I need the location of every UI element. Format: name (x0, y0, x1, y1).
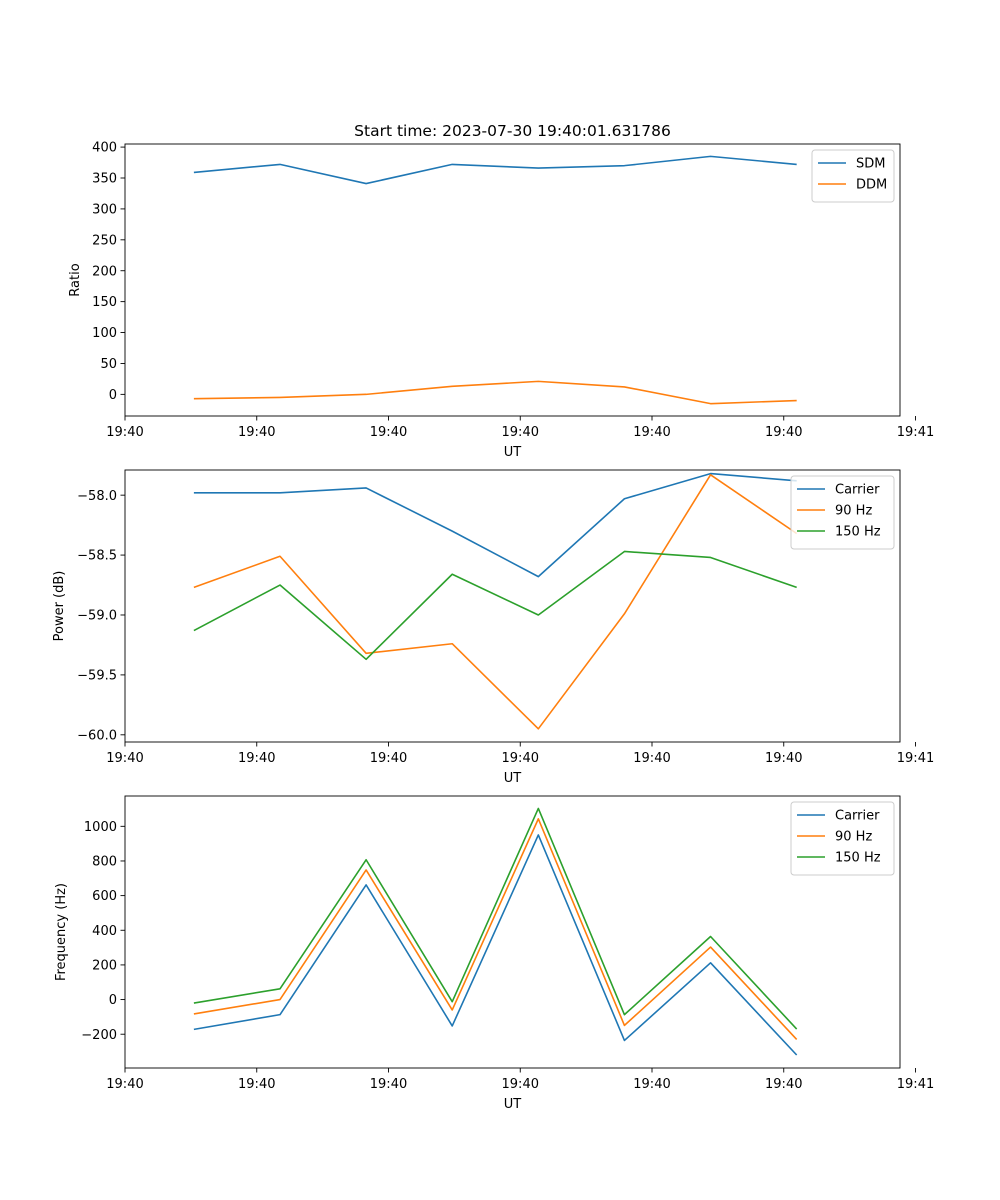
series-line-150-hz (193, 807, 798, 1030)
y-axis-label: Frequency (Hz) (54, 883, 69, 981)
y-tick-label: 200 (92, 959, 117, 974)
series-line-90-hz (193, 473, 798, 730)
x-tick-label: 19:40 (765, 751, 802, 766)
x-tick-label: 19:40 (502, 425, 539, 440)
series-line-carrier (193, 472, 797, 578)
y-tick-label: −58.0 (77, 489, 117, 504)
y-tick-label: 800 (92, 855, 117, 870)
y-tick-label: −200 (81, 1028, 117, 1043)
x-tick-label: 19:41 (897, 751, 934, 766)
y-tick-label: 150 (92, 295, 117, 310)
axes-frame (124, 143, 901, 417)
y-tick-label: 200 (92, 264, 117, 279)
y-tick-label: 400 (92, 924, 117, 939)
y-tick-label: 350 (92, 172, 117, 187)
x-tick-label: 19:41 (897, 425, 934, 440)
legend-label: 150 Hz (835, 851, 881, 866)
x-tick-label: 19:40 (106, 425, 143, 440)
x-tick-label: 19:40 (633, 425, 670, 440)
power-panel: 19:40 19:40 19:40 19:40 19:40 19:40 19:41 −60.0… (52, 469, 934, 786)
series-line-sdm (193, 155, 797, 185)
x-axis-label: UT (504, 1097, 522, 1112)
y-tick-label: 100 (92, 326, 117, 341)
x-axis-label: UT (504, 771, 522, 786)
y-tick-label: 300 (92, 203, 117, 218)
x-tick-label: 19:41 (897, 1077, 934, 1092)
legend-label: 90 Hz (835, 830, 872, 845)
y-tick-label: 0 (109, 993, 117, 1008)
x-tick-label: 19:40 (238, 1077, 275, 1092)
x-tick-label: 19:40 (370, 1077, 407, 1092)
y-tick-label: 50 (100, 357, 117, 372)
legend-label: DDM (856, 178, 887, 193)
legend-label: 90 Hz (835, 504, 872, 519)
legend-label: Carrier (835, 483, 880, 498)
legend: SDM DDM (811, 149, 895, 203)
y-tick-label: −59.0 (77, 609, 117, 624)
legend: Carrier 90 Hz 150 Hz (790, 801, 895, 876)
series-line-ddm (193, 380, 797, 405)
legend-label: 150 Hz (835, 525, 881, 540)
x-tick-label: 19:40 (238, 425, 275, 440)
series-line-150-hz (193, 550, 797, 661)
y-tick-label: 400 (92, 141, 117, 156)
legend-label: Carrier (835, 809, 880, 824)
x-tick-label: 19:40 (370, 751, 407, 766)
series-line-carrier (193, 834, 798, 1056)
series-line-90-hz (193, 818, 798, 1040)
x-tick-label: 19:40 (502, 1077, 539, 1092)
x-tick-label: 19:40 (765, 425, 802, 440)
x-tick-label: 19:40 (106, 1077, 143, 1092)
y-tick-label: 1000 (84, 820, 117, 835)
y-tick-label: 0 (109, 388, 117, 403)
x-tick-label: 19:40 (765, 1077, 802, 1092)
x-tick-label: 19:40 (106, 751, 143, 766)
y-tick-label: −60.0 (77, 728, 117, 743)
ratio-panel: 19:40 19:40 19:40 19:40 19:40 19:40 19:41 0 50 10… (68, 141, 934, 460)
axes-frame (124, 795, 901, 1069)
axes-frame (124, 469, 901, 743)
legend-label: SDM (856, 157, 885, 172)
y-tick-label: −59.5 (77, 668, 117, 683)
x-tick-label: 19:40 (633, 1077, 670, 1092)
x-tick-label: 19:40 (502, 751, 539, 766)
x-tick-label: 19:40 (238, 751, 275, 766)
y-axis-label: Power (dB) (52, 571, 67, 642)
y-axis-label: Ratio (68, 263, 83, 296)
y-tick-label: 600 (92, 889, 117, 904)
frequency-panel: 19:40 19:40 19:40 19:40 19:40 19:40 19:41 −200 0… (54, 795, 934, 1112)
y-tick-label: 250 (92, 233, 117, 248)
x-tick-label: 19:40 (370, 425, 407, 440)
y-tick-label: −58.5 (77, 549, 117, 564)
x-tick-label: 19:40 (633, 751, 670, 766)
legend: Carrier 90 Hz 150 Hz (790, 475, 895, 550)
figure-title: Start time: 2023-07-30 19:40:01.631786 (354, 122, 671, 140)
x-axis-label: UT (504, 445, 522, 460)
